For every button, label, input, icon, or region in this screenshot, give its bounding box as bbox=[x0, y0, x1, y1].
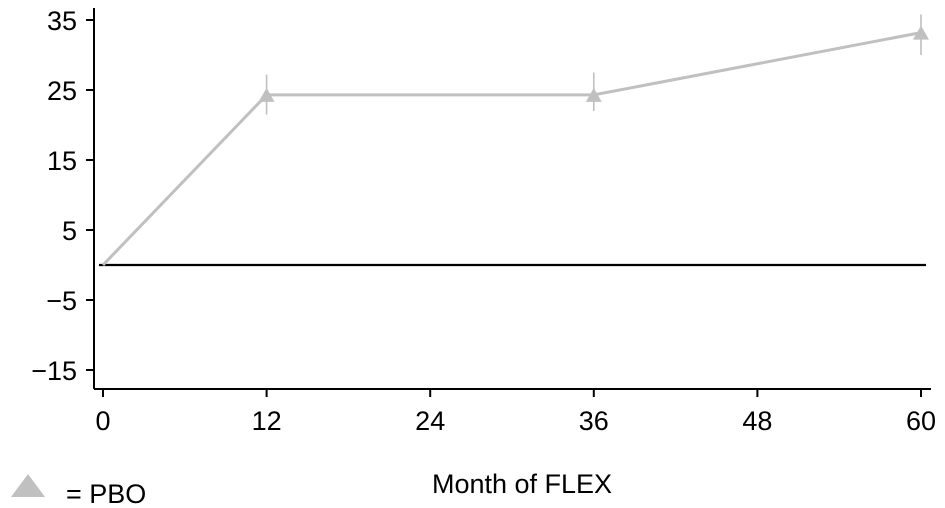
x-tick-label: 60 bbox=[906, 406, 936, 436]
legend-triangle-icon bbox=[11, 474, 45, 497]
y-tick-label: 25 bbox=[47, 76, 77, 106]
legend-label: = PBO bbox=[66, 479, 146, 508]
x-axis: 0 12 24 36 48 60 bbox=[94, 388, 936, 436]
x-tick-label: 24 bbox=[415, 406, 445, 436]
data-point-triangle bbox=[258, 87, 275, 102]
x-tick-label: 36 bbox=[579, 406, 609, 436]
x-tick-label: 48 bbox=[742, 406, 772, 436]
x-axis-title: Month of FLEX bbox=[432, 469, 612, 499]
x-tick-label: 0 bbox=[95, 406, 110, 436]
y-tick-label: 5 bbox=[62, 216, 77, 246]
x-tick-label: 12 bbox=[252, 406, 282, 436]
data-point-triangle bbox=[913, 25, 929, 40]
y-tick-label: 15 bbox=[47, 146, 77, 176]
legend: = PBO bbox=[11, 474, 146, 508]
series-layer bbox=[101, 14, 929, 267]
data-point-triangle bbox=[585, 87, 602, 102]
series-line-pbo bbox=[101, 31, 922, 267]
y-tick-label: −5 bbox=[46, 286, 77, 316]
y-tick-label: −15 bbox=[31, 356, 77, 386]
y-tick-label: 35 bbox=[47, 6, 77, 36]
y-axis: 35 25 15 5 −5 −15 bbox=[31, 6, 95, 389]
